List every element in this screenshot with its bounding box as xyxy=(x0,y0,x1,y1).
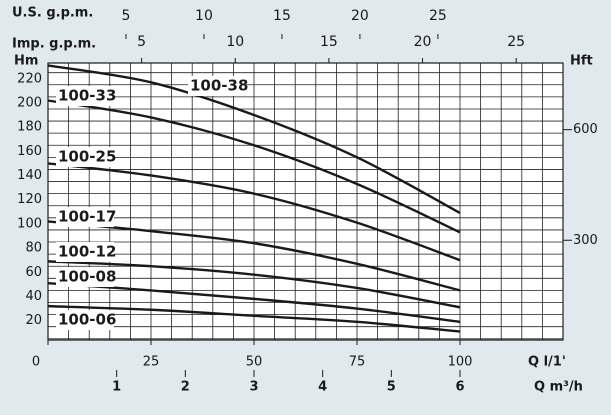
y-tick-label: 80 xyxy=(25,241,42,256)
x3-tick-label: 5 xyxy=(122,8,131,24)
curve xyxy=(47,220,461,292)
y-tick-label: 140 xyxy=(17,168,42,183)
y-tick-label: 120 xyxy=(17,192,42,207)
curve-label-bg xyxy=(56,147,114,167)
curve xyxy=(47,260,461,309)
x3-tick-label: 25 xyxy=(429,8,447,24)
y-tick-label: 180 xyxy=(17,120,42,135)
y-axis-label: Hm xyxy=(14,54,38,69)
x4-tick-label: 5 xyxy=(137,34,146,50)
y-tick-label: 200 xyxy=(17,95,42,110)
y-tick-label: 60 xyxy=(25,265,42,280)
curve-label-bg xyxy=(56,207,114,227)
x2-tick-label: 2 xyxy=(181,380,190,395)
y-tick-label: 40 xyxy=(25,289,42,304)
curve-label: 100-17 xyxy=(58,208,116,226)
y2-axis-label: Hft xyxy=(570,54,593,69)
curve-label-bg xyxy=(56,242,114,262)
x2-axis-label: Q m³/h xyxy=(534,380,583,395)
y-tick-label: 220 xyxy=(17,71,42,86)
curve-label: 100-12 xyxy=(58,243,116,261)
y2-tick-label: 600 xyxy=(573,122,598,137)
x4-tick-label: 25 xyxy=(507,34,525,50)
x2-tick-label: 3 xyxy=(249,380,258,395)
y-tick-label: 160 xyxy=(17,144,42,159)
x4-tick-label: 10 xyxy=(226,34,244,50)
x2-tick-label: 5 xyxy=(387,380,396,395)
x4-tick-label: 15 xyxy=(320,34,338,50)
x2-tick-label: 4 xyxy=(318,380,327,395)
x-tick-label: 25 xyxy=(143,355,160,370)
curve-label-bg xyxy=(56,310,114,330)
curve xyxy=(47,64,461,215)
x-tick-label: 50 xyxy=(246,355,263,370)
x2-tick-label: 6 xyxy=(455,380,464,395)
curve-label: 100-06 xyxy=(58,311,116,329)
x-tick-label: 75 xyxy=(349,355,366,370)
curve-label-bg xyxy=(188,76,246,96)
curve xyxy=(47,281,461,324)
x4-tick-label: 20 xyxy=(414,34,432,50)
x2-tick-label: 1 xyxy=(112,380,121,395)
curve-label: 100-33 xyxy=(58,87,116,105)
x-tick-label: 0 xyxy=(32,355,40,370)
curve-label-bg xyxy=(56,267,114,287)
imp-gpm-label: Imp. g.p.m. xyxy=(12,37,96,52)
curve-label: 100-08 xyxy=(58,268,116,286)
x3-tick-label: 20 xyxy=(351,8,369,24)
curve xyxy=(47,99,461,234)
us-gpm-label: U.S. g.p.m. xyxy=(12,6,93,21)
curve xyxy=(47,162,461,262)
curve xyxy=(47,304,461,333)
x3-tick-label: 10 xyxy=(195,8,213,24)
plot-area xyxy=(47,62,564,341)
curve-label: 100-25 xyxy=(58,148,116,166)
y-tick-label: 20 xyxy=(25,313,42,328)
x-axis-label: Q l/1' xyxy=(528,355,566,370)
y2-tick-label: 300 xyxy=(573,233,598,248)
x-tick-label: 100 xyxy=(448,355,473,370)
curve-label-bg xyxy=(56,86,114,106)
x3-tick-label: 15 xyxy=(273,8,291,24)
curve-label: 100-38 xyxy=(190,77,248,95)
y-tick-label: 100 xyxy=(17,216,42,231)
